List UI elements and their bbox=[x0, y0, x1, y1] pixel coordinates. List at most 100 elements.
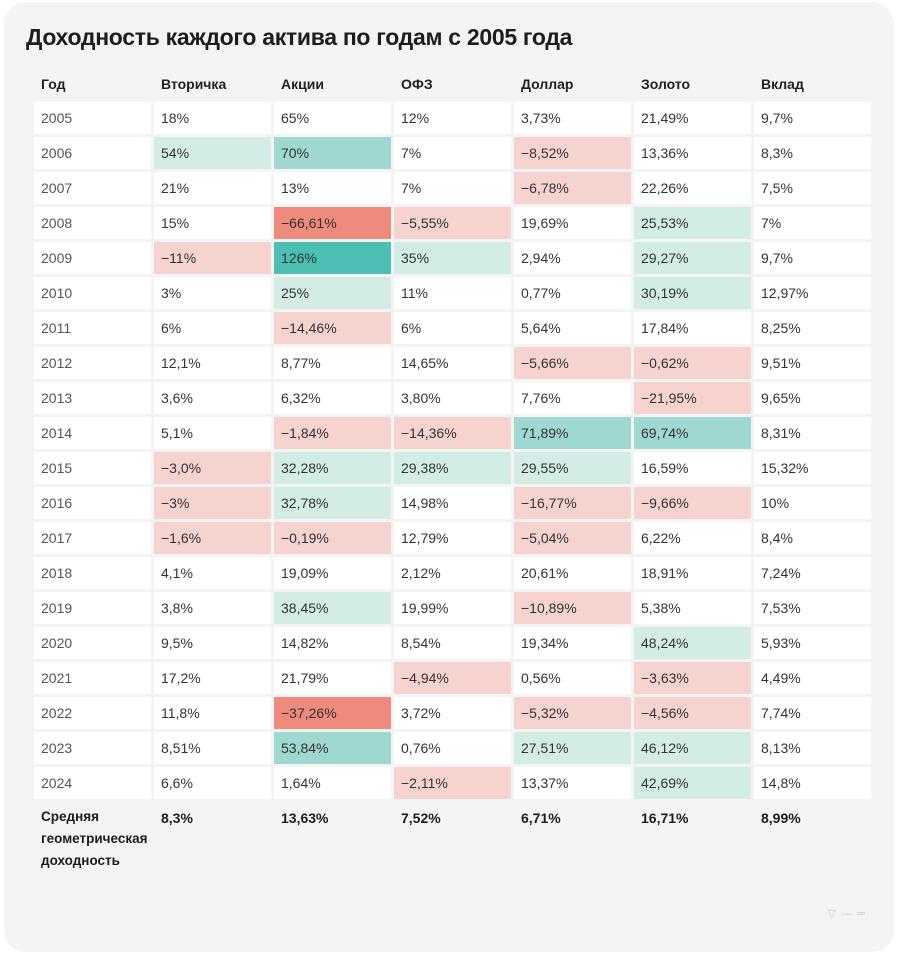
summary-value-gold: 16,71% bbox=[641, 810, 689, 826]
cell-year: 2024 bbox=[34, 767, 151, 799]
cell-gold: 6,22% bbox=[634, 522, 751, 554]
cell-stocks: −37,26% bbox=[274, 697, 391, 729]
table-body: 2005 18% 65% 12% 3,73% 21,49% 9,7% 2006 54% 70% 7%… bbox=[34, 102, 871, 799]
cell-secondary-housing: 3% bbox=[154, 277, 271, 309]
column-header-secondary-housing: Вторичка bbox=[161, 76, 227, 92]
cell-dollar: 20,61% bbox=[514, 557, 631, 589]
cell-secondary-housing: 18% bbox=[154, 102, 271, 134]
cell-stocks: −66,61% bbox=[274, 207, 391, 239]
cell-ofz: 7% bbox=[394, 172, 511, 204]
cell-dollar: 13,37% bbox=[514, 767, 631, 799]
cell-dollar: 7,76% bbox=[514, 382, 631, 414]
cell-gold: 17,84% bbox=[634, 312, 751, 344]
table-row: 2016 −3% 32,78% 14,98% −16,77% −9,66% 10% bbox=[34, 487, 871, 519]
cell-ofz: 19,99% bbox=[394, 592, 511, 624]
cell-deposit: 7% bbox=[754, 207, 871, 239]
cell-secondary-housing: 5,1% bbox=[154, 417, 271, 449]
cell-stocks: 32,28% bbox=[274, 452, 391, 484]
cell-year: 2018 bbox=[34, 557, 151, 589]
cell-stocks: −0,19% bbox=[274, 522, 391, 554]
cell-ofz: 14,65% bbox=[394, 347, 511, 379]
cell-dollar: −5,32% bbox=[514, 697, 631, 729]
cell-dollar: 0,56% bbox=[514, 662, 631, 694]
cell-gold: 13,36% bbox=[634, 137, 751, 169]
table-row: 2013 3,6% 6,32% 3,80% 7,76% −21,95% 9,65% bbox=[34, 382, 871, 414]
cell-deposit: 5,93% bbox=[754, 627, 871, 659]
cell-secondary-housing: 21% bbox=[154, 172, 271, 204]
cell-deposit: 4,49% bbox=[754, 662, 871, 694]
cell-dollar: −16,77% bbox=[514, 487, 631, 519]
cell-deposit: 7,24% bbox=[754, 557, 871, 589]
cell-year: 2011 bbox=[34, 312, 151, 344]
cell-ofz: −2,11% bbox=[394, 767, 511, 799]
cell-dollar: 71,89% bbox=[514, 417, 631, 449]
cell-secondary-housing: −1,6% bbox=[154, 522, 271, 554]
cell-ofz: 29,38% bbox=[394, 452, 511, 484]
cell-gold: −4,56% bbox=[634, 697, 751, 729]
cell-stocks: 21,79% bbox=[274, 662, 391, 694]
column-header-deposit: Вклад bbox=[761, 76, 804, 92]
cell-year: 2005 bbox=[34, 102, 151, 134]
cell-deposit: 10% bbox=[754, 487, 871, 519]
cell-secondary-housing: 12,1% bbox=[154, 347, 271, 379]
cell-stocks: 65% bbox=[274, 102, 391, 134]
cell-gold: −21,95% bbox=[634, 382, 751, 414]
cell-year: 2017 bbox=[34, 522, 151, 554]
cell-gold: 30,19% bbox=[634, 277, 751, 309]
summary-value-ofz: 7,52% bbox=[401, 810, 441, 826]
cell-gold: −0,62% bbox=[634, 347, 751, 379]
cell-stocks: 70% bbox=[274, 137, 391, 169]
cell-gold: 18,91% bbox=[634, 557, 751, 589]
cell-ofz: −4,94% bbox=[394, 662, 511, 694]
cell-gold: 69,74% bbox=[634, 417, 751, 449]
cell-deposit: 7,5% bbox=[754, 172, 871, 204]
cell-ofz: 8,54% bbox=[394, 627, 511, 659]
cell-ofz: −14,36% bbox=[394, 417, 511, 449]
header-row: Год Вторичка Акции ОФЗ Доллар Золото Вкл… bbox=[34, 69, 871, 99]
chart-card: Доходность каждого актива по годам с 200… bbox=[4, 2, 894, 952]
watermark-logo: ▽ — ═ bbox=[827, 908, 866, 920]
cell-secondary-housing: −3,0% bbox=[154, 452, 271, 484]
cell-ofz: 35% bbox=[394, 242, 511, 274]
cell-year: 2022 bbox=[34, 697, 151, 729]
cell-secondary-housing: −3% bbox=[154, 487, 271, 519]
table-row: 2023 8,51% 53,84% 0,76% 27,51% 46,12% 8,13% bbox=[34, 732, 871, 764]
cell-dollar: 19,34% bbox=[514, 627, 631, 659]
cell-secondary-housing: −11% bbox=[154, 242, 271, 274]
cell-year: 2023 bbox=[34, 732, 151, 764]
cell-dollar: 0,77% bbox=[514, 277, 631, 309]
cell-deposit: 8,31% bbox=[754, 417, 871, 449]
cell-year: 2014 bbox=[34, 417, 151, 449]
cell-ofz: 7% bbox=[394, 137, 511, 169]
cell-stocks: 1,64% bbox=[274, 767, 391, 799]
cell-dollar: 2,94% bbox=[514, 242, 631, 274]
table-row: 2005 18% 65% 12% 3,73% 21,49% 9,7% bbox=[34, 102, 871, 134]
summary-label: Средняя геометрическая доходность bbox=[41, 809, 148, 868]
table-row: 2019 3,8% 38,45% 19,99% −10,89% 5,38% 7,53% bbox=[34, 592, 871, 624]
cell-secondary-housing: 8,51% bbox=[154, 732, 271, 764]
table-row: 2021 17,2% 21,79% −4,94% 0,56% −3,63% 4,49% bbox=[34, 662, 871, 694]
cell-secondary-housing: 17,2% bbox=[154, 662, 271, 694]
cell-dollar: 27,51% bbox=[514, 732, 631, 764]
cell-stocks: 38,45% bbox=[274, 592, 391, 624]
cell-secondary-housing: 9,5% bbox=[154, 627, 271, 659]
cell-deposit: 14,8% bbox=[754, 767, 871, 799]
cell-deposit: 9,65% bbox=[754, 382, 871, 414]
cell-deposit: 12,97% bbox=[754, 277, 871, 309]
cell-year: 2008 bbox=[34, 207, 151, 239]
cell-dollar: 29,55% bbox=[514, 452, 631, 484]
cell-secondary-housing: 3,6% bbox=[154, 382, 271, 414]
cell-gold: 5,38% bbox=[634, 592, 751, 624]
cell-secondary-housing: 4,1% bbox=[154, 557, 271, 589]
cell-year: 2013 bbox=[34, 382, 151, 414]
column-header-year: Год bbox=[41, 76, 66, 92]
cell-year: 2007 bbox=[34, 172, 151, 204]
summary-value-dollar: 6,71% bbox=[521, 810, 561, 826]
cell-year: 2012 bbox=[34, 347, 151, 379]
chart-title: Доходность каждого актива по годам с 200… bbox=[26, 24, 573, 50]
cell-stocks: 19,09% bbox=[274, 557, 391, 589]
cell-gold: −3,63% bbox=[634, 662, 751, 694]
cell-gold: 48,24% bbox=[634, 627, 751, 659]
cell-secondary-housing: 6% bbox=[154, 312, 271, 344]
cell-deposit: 9,51% bbox=[754, 347, 871, 379]
